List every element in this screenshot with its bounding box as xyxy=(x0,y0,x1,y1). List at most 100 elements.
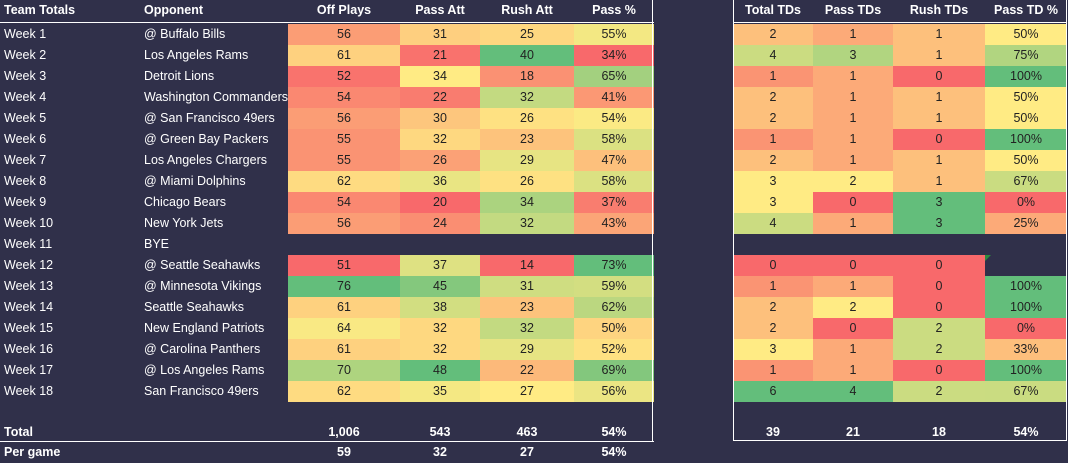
week-row: 1 1 0 100% xyxy=(733,66,1067,87)
cell-opponent: @ Green Bay Packers xyxy=(144,132,269,146)
column-header-pass-att: Pass Att xyxy=(415,3,465,17)
cell-pass-att: 21 xyxy=(400,45,480,66)
cell-rush-tds: 0 xyxy=(893,360,985,381)
cell-rush-tds: 1 xyxy=(893,45,985,66)
cell-rush-att: 32 xyxy=(480,213,574,234)
cell-pass-tds: 1 xyxy=(813,150,893,171)
cell-pass-pct: 56% xyxy=(574,381,654,402)
cell-off-plays: 61 xyxy=(288,339,400,360)
per-game-pass-pct: 54% xyxy=(601,445,627,459)
cell-rush-att: 29 xyxy=(480,150,574,171)
cell-pass-td-pct xyxy=(985,255,1067,276)
cell-rush-att: 14 xyxy=(480,255,574,276)
cell-pass-att: 45 xyxy=(400,276,480,297)
horizontal-divider xyxy=(0,441,654,442)
cell-pass-att: 24 xyxy=(400,213,480,234)
cell-rush-tds: 0 xyxy=(893,255,985,276)
total-off-plays: 1,006 xyxy=(328,425,360,439)
cell-total-tds: 4 xyxy=(733,45,813,66)
week-row: Week 8 @ Miami Dolphins 62 36 26 58% xyxy=(0,171,654,192)
cell-pass-td-pct: 100% xyxy=(985,66,1067,87)
cell-rush-tds: 1 xyxy=(893,24,985,45)
week-row: Week 9 Chicago Bears 54 20 34 37% xyxy=(0,192,654,213)
week-row: 3 2 1 67% xyxy=(733,171,1067,192)
cell-pass-tds: 1 xyxy=(813,339,893,360)
per-game-rush-att: 27 xyxy=(520,445,534,459)
total-pass-tds: 21 xyxy=(846,425,860,439)
cell-opponent: San Francisco 49ers xyxy=(144,384,259,398)
cell-week: Week 5 xyxy=(4,111,47,125)
per-game-off-plays: 59 xyxy=(337,445,351,459)
cell-pass-pct: 50% xyxy=(574,318,654,339)
cell-pass-tds: 0 xyxy=(813,192,893,213)
cell-pass-td-pct: 67% xyxy=(985,171,1067,192)
header-row: Team Totals Opponent Off Plays Pass Att Rush… xyxy=(0,0,654,21)
cell-pass-tds xyxy=(813,234,893,255)
cell-rush-att xyxy=(480,234,574,255)
team-totals-panel: Team Totals Opponent Off Plays Pass Att Rush… xyxy=(0,0,654,459)
cell-off-plays: 70 xyxy=(288,360,400,381)
cell-pass-pct: 69% xyxy=(574,360,654,381)
week-row: Week 7 Los Angeles Chargers 55 26 29 47% xyxy=(0,150,654,171)
week-row: 6 4 2 67% xyxy=(733,381,1067,402)
vertical-divider xyxy=(1066,0,1067,441)
cell-total-tds: 4 xyxy=(733,213,813,234)
cell-pass-td-pct: 33% xyxy=(985,339,1067,360)
cell-rush-tds: 1 xyxy=(893,150,985,171)
cell-week: Week 13 xyxy=(4,279,54,293)
cell-rush-tds: 2 xyxy=(893,381,985,402)
cell-pass-pct: 59% xyxy=(574,276,654,297)
week-row: Week 11 BYE xyxy=(0,234,654,255)
cell-rush-att: 31 xyxy=(480,276,574,297)
cell-opponent: New York Jets xyxy=(144,216,224,230)
cell-opponent: BYE xyxy=(144,237,170,251)
comment-marker-icon xyxy=(985,255,991,261)
cell-total-tds: 1 xyxy=(733,360,813,381)
cell-week: Week 2 xyxy=(4,48,47,62)
cell-opponent: @ Miami Dolphins xyxy=(144,174,246,188)
cell-pass-pct: 58% xyxy=(574,171,654,192)
cell-opponent: @ Buffalo Bills xyxy=(144,27,226,41)
cell-pass-pct: 73% xyxy=(574,255,654,276)
cell-pass-pct: 55% xyxy=(574,24,654,45)
cell-rush-att: 26 xyxy=(480,171,574,192)
cell-pass-pct: 58% xyxy=(574,129,654,150)
cell-pass-att: 20 xyxy=(400,192,480,213)
cell-total-tds: 6 xyxy=(733,381,813,402)
cell-opponent: @ Seattle Seahawks xyxy=(144,258,261,272)
cell-pass-tds: 1 xyxy=(813,66,893,87)
cell-pass-pct: 43% xyxy=(574,213,654,234)
cell-total-tds: 1 xyxy=(733,129,813,150)
total-total-tds: 39 xyxy=(766,425,780,439)
cell-week: Week 18 xyxy=(4,384,54,398)
week-row: Week 10 New York Jets 56 24 32 43% xyxy=(0,213,654,234)
week-row: Week 16 @ Carolina Panthers 61 32 29 52% xyxy=(0,339,654,360)
cell-pass-att: 22 xyxy=(400,87,480,108)
cell-pass-td-pct: 100% xyxy=(985,129,1067,150)
week-row: 4 3 1 75% xyxy=(733,45,1067,66)
cell-week: Week 4 xyxy=(4,90,47,104)
cell-off-plays: 51 xyxy=(288,255,400,276)
cell-rush-tds: 0 xyxy=(893,129,985,150)
cell-rush-tds: 3 xyxy=(893,192,985,213)
cell-pass-tds: 4 xyxy=(813,381,893,402)
cell-total-tds: 3 xyxy=(733,171,813,192)
cell-pass-td-pct: 50% xyxy=(985,87,1067,108)
cell-pass-tds: 1 xyxy=(813,108,893,129)
week-row: 2 1 1 50% xyxy=(733,24,1067,45)
cell-off-plays: 55 xyxy=(288,150,400,171)
cell-off-plays xyxy=(288,234,400,255)
cell-rush-tds: 0 xyxy=(893,276,985,297)
cell-total-tds: 2 xyxy=(733,318,813,339)
cell-pass-tds: 1 xyxy=(813,360,893,381)
cell-pass-pct xyxy=(574,234,654,255)
cell-pass-pct: 62% xyxy=(574,297,654,318)
cell-rush-att: 22 xyxy=(480,360,574,381)
cell-rush-tds: 2 xyxy=(893,318,985,339)
cell-pass-pct: 34% xyxy=(574,45,654,66)
cell-pass-pct: 54% xyxy=(574,108,654,129)
cell-pass-pct: 52% xyxy=(574,339,654,360)
cell-week: Week 10 xyxy=(4,216,54,230)
cell-week: Week 1 xyxy=(4,27,47,41)
